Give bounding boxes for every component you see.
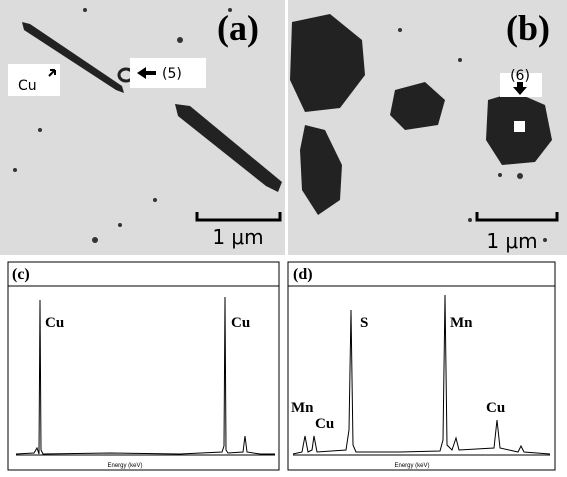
annotation: (6) — [510, 68, 530, 84]
scale-bar-label: 1 μm — [212, 225, 263, 249]
annotation: (5) — [162, 66, 182, 82]
peak-label: Cu — [486, 400, 505, 416]
peak-label: Cu — [231, 315, 250, 331]
peak-label: S — [360, 315, 368, 331]
panel-label: (b) — [506, 8, 550, 48]
spectrum-c: (c) Cu Cu Energy (keV) — [7, 261, 280, 471]
peak-label: Cu — [315, 416, 334, 432]
spectrum-d: (d) Mn Cu S Mn Cu Energy (keV) — [287, 261, 556, 471]
panel-label: (c) — [12, 266, 30, 283]
panel-label: (a) — [217, 8, 259, 48]
micrograph-a: Cu (5) 1 μm (a) — [0, 0, 285, 255]
annotation: Cu — [18, 78, 37, 94]
micrograph-b: (6) 1 μm (b) — [288, 0, 567, 255]
peak-label: Cu — [45, 315, 64, 331]
x-axis-label: Energy (keV) — [394, 463, 429, 469]
x-axis-label: Energy (keV) — [107, 463, 142, 469]
scale-bar-label: 1 μm — [486, 229, 537, 253]
panel-label: (d) — [293, 266, 313, 283]
peak-label: Mn — [450, 315, 473, 331]
peak-label: Mn — [291, 400, 314, 416]
